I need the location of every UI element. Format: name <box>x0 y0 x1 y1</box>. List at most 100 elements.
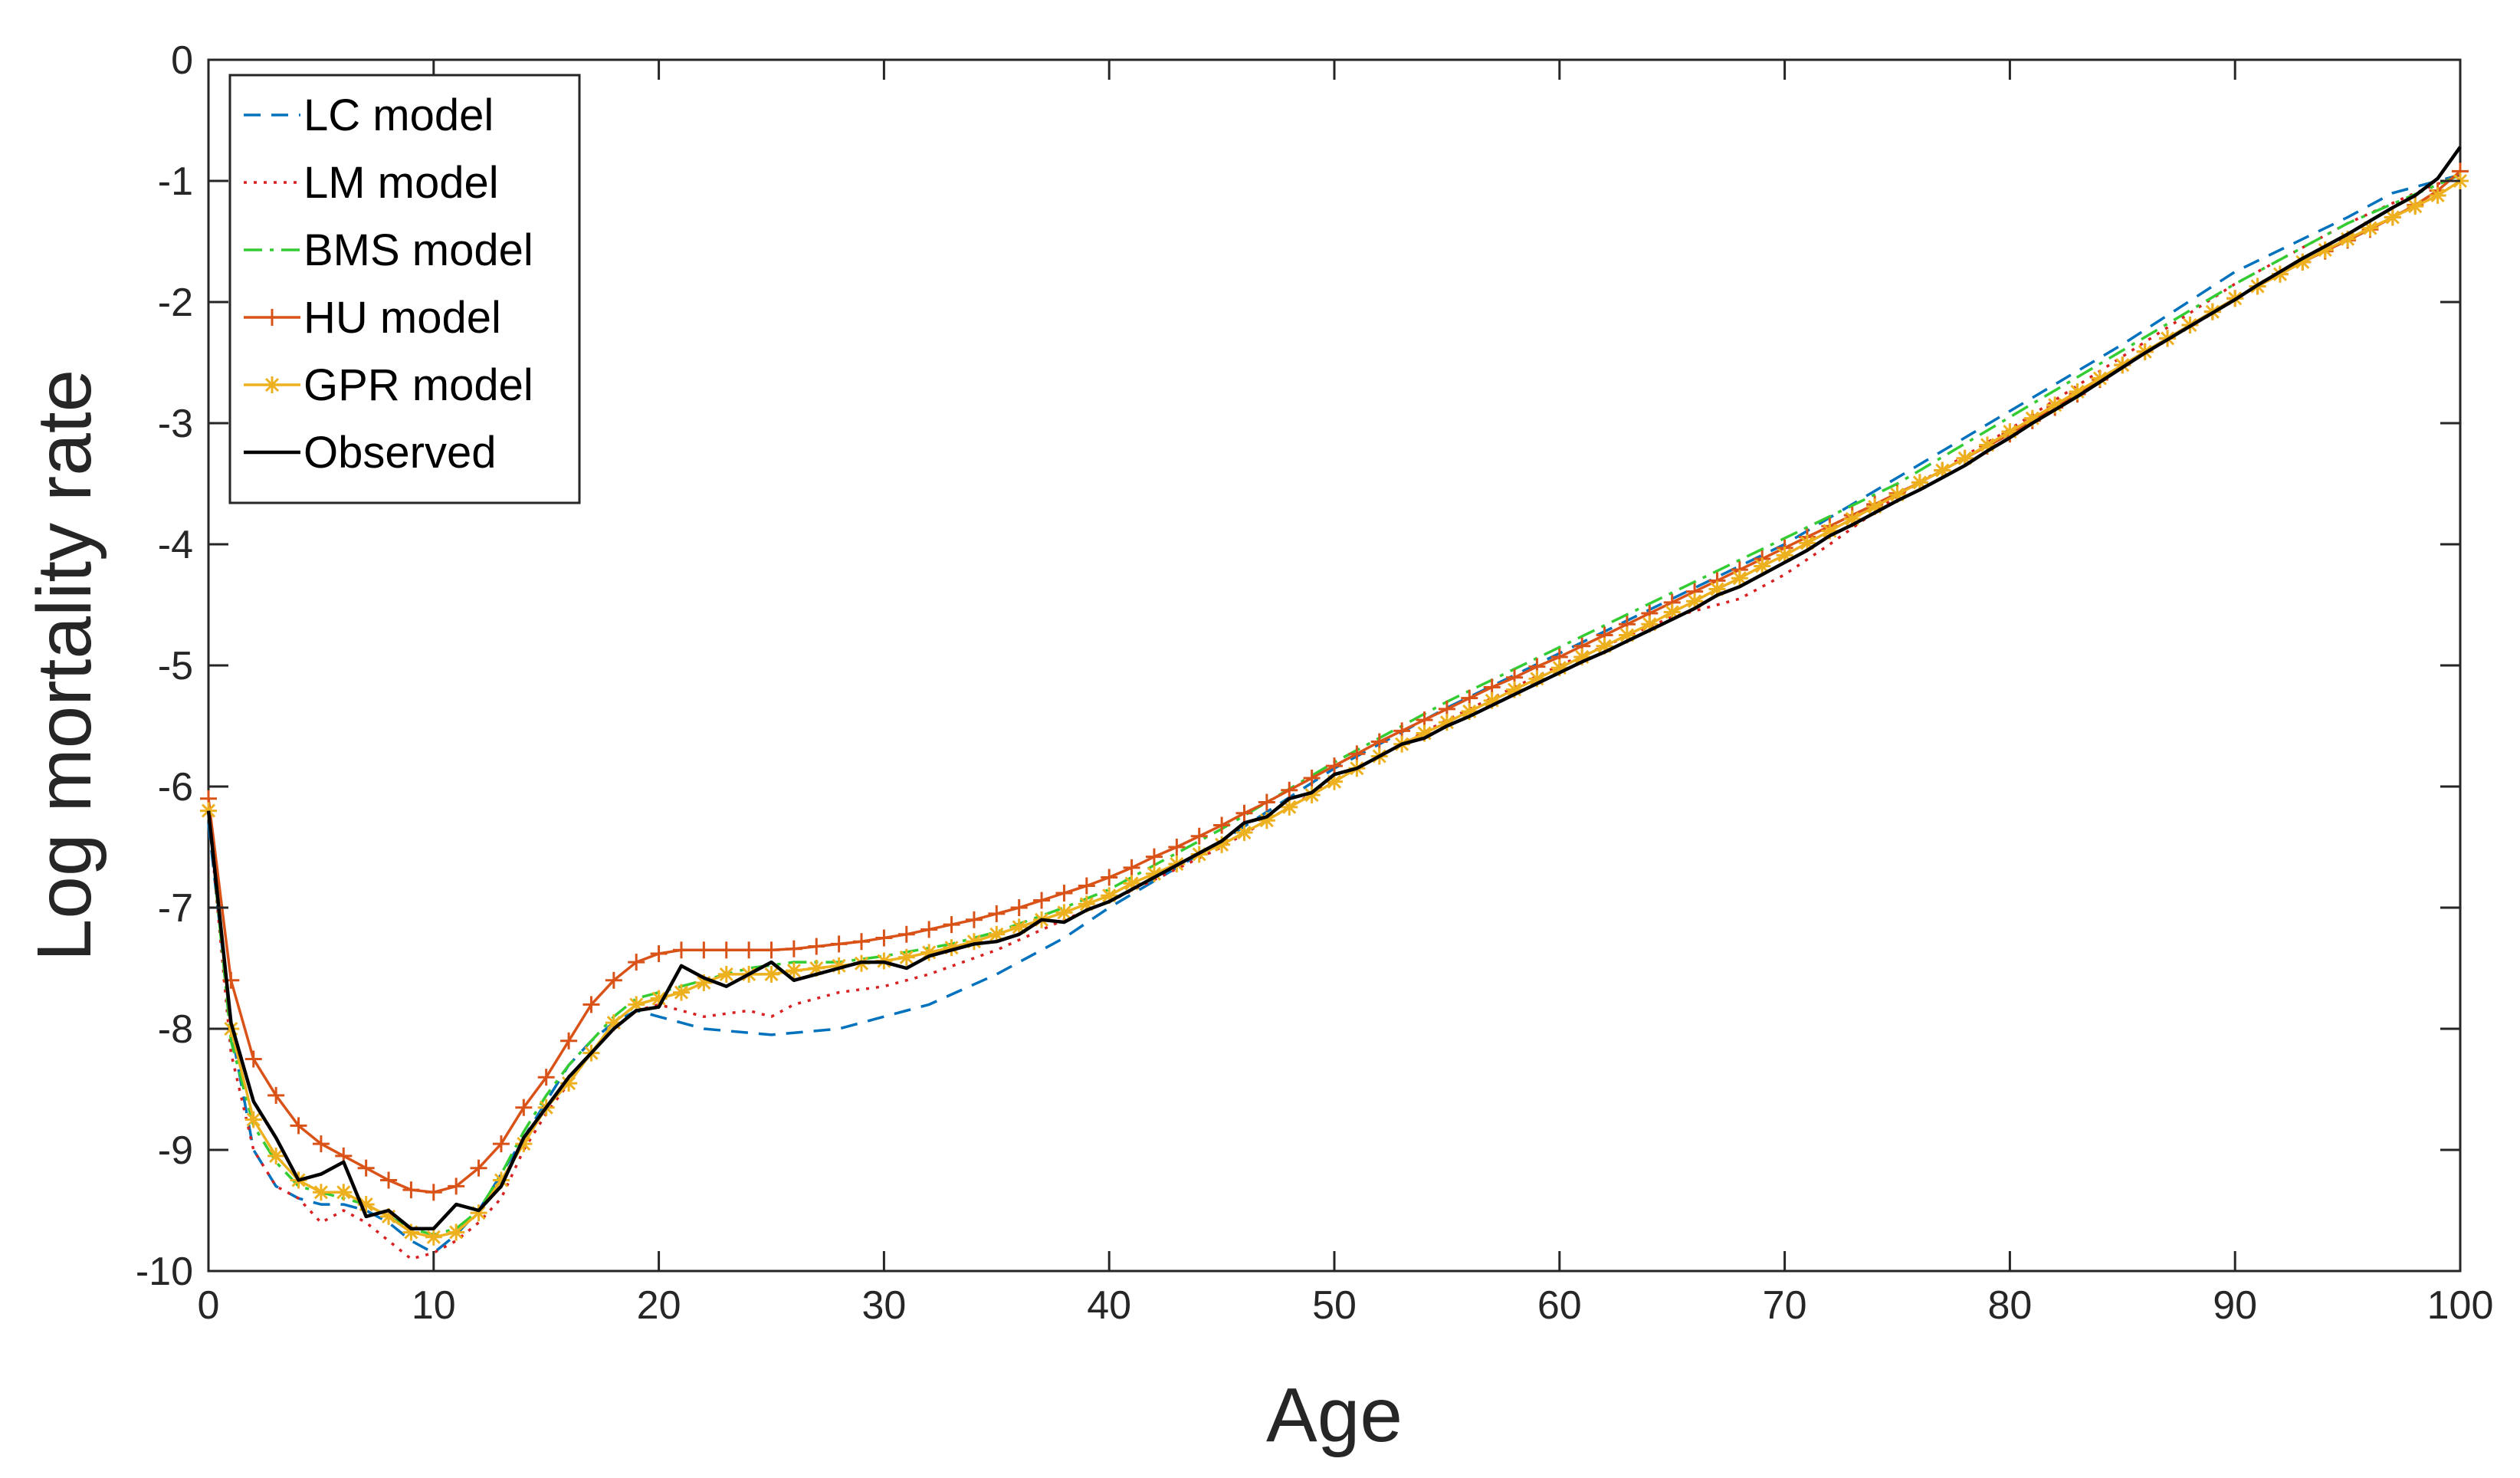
series-line-lm-model <box>207 173 2461 1260</box>
data-point <box>988 905 1006 922</box>
series-observed <box>206 146 2462 1230</box>
axes-box <box>207 58 2462 1273</box>
data-point <box>1258 812 1275 829</box>
y-tick-label: -8 <box>158 1007 193 1052</box>
data-point <box>1078 877 1095 895</box>
data-point <box>290 1117 307 1135</box>
data-point <box>785 940 802 957</box>
data-point <box>267 1147 285 1164</box>
data-point <box>1348 745 1366 763</box>
x-tick-label: 30 <box>861 1283 906 1328</box>
data-point <box>1370 733 1388 750</box>
legend-label: LM model <box>304 158 499 208</box>
data-point <box>470 1204 487 1222</box>
x-axis-title: Age <box>1266 1372 1403 1458</box>
data-point <box>492 1135 510 1153</box>
data-point <box>875 929 893 947</box>
data-point <box>582 996 600 1013</box>
data-point <box>717 941 735 959</box>
data-point <box>2384 209 2401 226</box>
x-tick-label: 100 <box>2427 1283 2494 1328</box>
y-axis-title: Log mortality rate <box>21 370 107 962</box>
data-point <box>244 1111 262 1128</box>
ticks-layer: 0 10 20 30 40 50 60 70 80 90 100 0 -1 -2 -3 -4 -5 -6 -7 -8 -… <box>136 38 2494 1328</box>
data-point <box>965 911 983 928</box>
data-point <box>965 933 983 951</box>
data-point <box>244 1050 262 1068</box>
data-point <box>1235 804 1253 822</box>
x-tick-label: 40 <box>1087 1283 1131 1328</box>
data-point <box>740 941 758 959</box>
data-point <box>515 1099 533 1116</box>
legend-marker <box>264 309 281 326</box>
legend-box <box>228 74 581 504</box>
data-point <box>1055 885 1073 902</box>
data-point <box>312 1184 330 1201</box>
data-point <box>1033 892 1051 909</box>
data-point <box>335 1184 353 1201</box>
data-point <box>1326 757 1343 775</box>
series-layer <box>200 146 2469 1260</box>
data-point <box>1281 781 1298 799</box>
data-point <box>1235 824 1253 842</box>
data-point <box>448 1223 465 1241</box>
data-point <box>1123 859 1140 876</box>
data-point <box>1213 816 1231 834</box>
legend-marker <box>264 376 281 393</box>
data-point <box>763 965 780 983</box>
data-point <box>560 1032 578 1049</box>
y-tick-label: -1 <box>158 159 193 204</box>
y-tick-label: -9 <box>158 1128 193 1173</box>
data-point <box>1303 769 1321 787</box>
series-line-observed <box>206 146 2462 1230</box>
data-point <box>357 1159 375 1177</box>
x-tick-label: 70 <box>1763 1283 1807 1328</box>
data-point <box>717 965 735 983</box>
data-point <box>897 925 915 943</box>
y-tick-label: -3 <box>158 402 193 446</box>
data-point <box>1731 570 1748 587</box>
data-point <box>650 945 668 963</box>
data-point <box>1055 904 1073 921</box>
legend-entry: HU model <box>244 293 501 343</box>
legend-entry: BMS model <box>244 225 533 275</box>
data-point <box>1754 557 1771 575</box>
data-point <box>672 984 690 1001</box>
series-line-lc-model <box>207 173 2461 1255</box>
y-tick-label: -2 <box>158 281 193 325</box>
data-point <box>897 948 915 966</box>
legend-label: LC model <box>304 90 494 140</box>
data-point <box>425 1184 442 1201</box>
data-point <box>402 1181 420 1199</box>
x-tick-label: 60 <box>1537 1283 1582 1328</box>
data-point <box>763 941 780 959</box>
data-point <box>402 1223 420 1241</box>
x-tick-label: 50 <box>1312 1283 1357 1328</box>
legend-label: GPR model <box>304 360 533 410</box>
data-point <box>2407 198 2424 215</box>
data-point <box>267 1086 285 1104</box>
series-lm-model <box>207 173 2461 1260</box>
y-tick-label: -7 <box>158 886 193 931</box>
data-point <box>1168 839 1186 856</box>
data-point <box>1010 899 1028 916</box>
data-point <box>1145 848 1163 865</box>
series-lc-model <box>207 173 2461 1255</box>
x-tick-label: 90 <box>2213 1283 2257 1328</box>
x-tick-label: 80 <box>1987 1283 2032 1328</box>
data-point <box>1258 793 1275 811</box>
x-tick-label: 0 <box>198 1283 220 1328</box>
data-point <box>470 1159 487 1177</box>
data-point <box>537 1069 555 1086</box>
data-point <box>380 1171 398 1189</box>
legend-entry: GPR model <box>244 360 533 410</box>
data-point <box>1934 461 1951 479</box>
data-point <box>448 1177 465 1195</box>
data-point <box>695 941 713 959</box>
data-point <box>1101 869 1118 886</box>
legend-entry: Observed <box>244 428 496 478</box>
x-tick-label: 10 <box>412 1283 456 1328</box>
data-point <box>853 933 871 951</box>
data-point <box>312 1135 330 1153</box>
